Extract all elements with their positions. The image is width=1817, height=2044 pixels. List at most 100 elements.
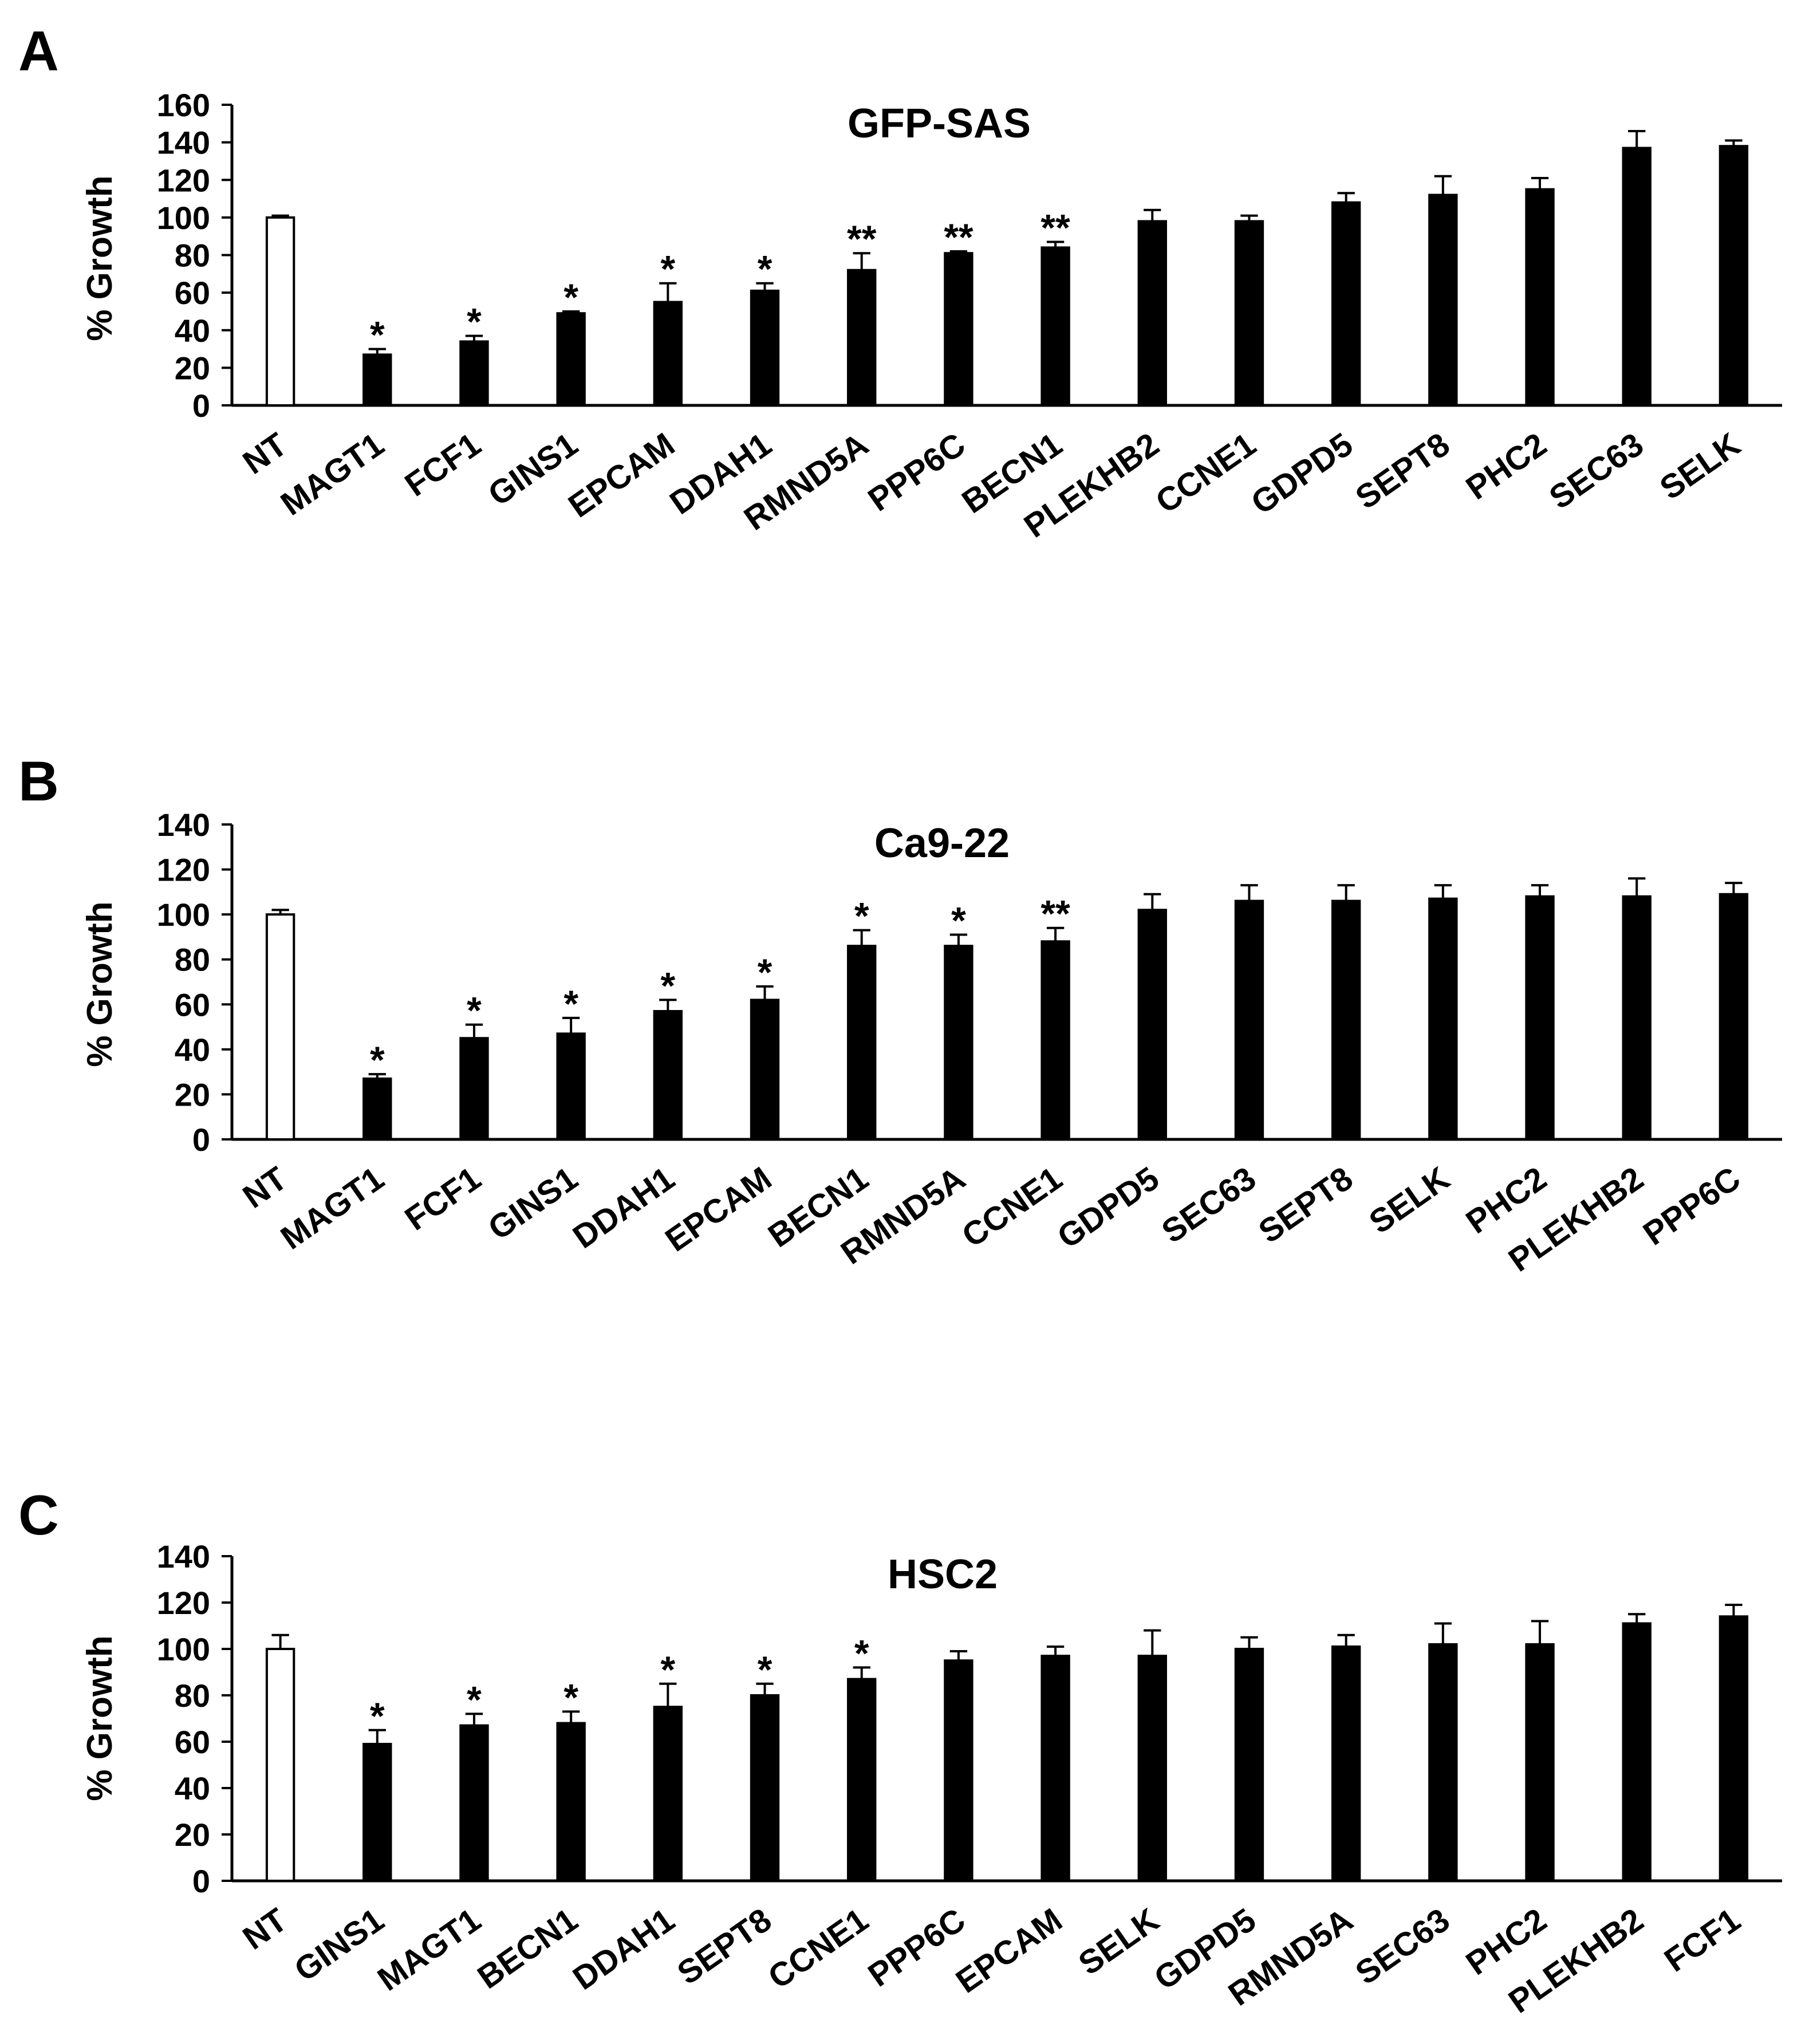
panel-b-y-tick-label: 80 [175, 942, 210, 978]
panel-b-significance-marker: * [370, 1039, 385, 1081]
panel-c-y-tick-label: 20 [175, 1817, 210, 1853]
panel-c-significance-marker: * [758, 1648, 772, 1691]
panel-a-significance-marker: ** [944, 216, 973, 258]
panel-a-bar-sept8 [1428, 194, 1458, 407]
panel-a-bar-phc2 [1525, 188, 1555, 407]
panel-b-bar-sec63 [1234, 899, 1264, 1141]
panel-a-y-tick-label: 120 [157, 162, 210, 198]
panel-a-significance-marker: * [563, 276, 578, 318]
panel-c-bar-gins1 [362, 1743, 392, 1883]
panel-a-y-tick-label: 20 [175, 350, 210, 386]
panel-b-bar-ddah1 [653, 1010, 683, 1141]
panel-b-bar-fcf1 [459, 1037, 489, 1141]
panel-a-bar-sec63 [1622, 147, 1652, 407]
panel-a-bar-ppp6c [944, 252, 973, 407]
panel-b-bar-selk [1428, 897, 1458, 1141]
panel-b-y-tick-label: 140 [157, 807, 210, 843]
panel-b-bar-becn1 [847, 945, 877, 1141]
panel-b-bar-plekhb2 [1622, 895, 1652, 1141]
panel-a-bar-gins1 [556, 312, 586, 407]
panel-a-y-tick-label: 0 [192, 388, 210, 424]
panel-c-significance-marker: * [661, 1648, 676, 1691]
panel-a-bar-rmnd5a [847, 269, 877, 407]
panel-c-y-tick-label: 140 [157, 1538, 210, 1575]
panel-c-y-tick-label: 80 [175, 1678, 210, 1714]
panel-c-bar-rmnd5a [1331, 1645, 1361, 1882]
panel-b-y-tick-label: 100 [157, 897, 210, 933]
panel-b-significance-marker: * [563, 982, 578, 1025]
panel-a-bar-becn1 [1040, 246, 1070, 407]
panel-c-bar-phc2 [1525, 1643, 1555, 1882]
panel-b-significance-marker: * [854, 895, 869, 937]
panel-b-bar-magt1 [362, 1077, 392, 1141]
panel-c-y-tick-label: 120 [157, 1585, 210, 1621]
panel-b-significance-marker: * [758, 951, 772, 993]
panel-a-bar-ddah1 [750, 289, 780, 407]
panel-c-y-tick-label: 60 [175, 1724, 210, 1760]
panel-a-significance-marker: ** [847, 218, 877, 260]
panel-c-bar-sept8 [750, 1694, 780, 1882]
panel-b-significance-marker: * [951, 899, 966, 942]
panel-a-y-tick-label: 80 [175, 238, 210, 274]
panel-b-y-tick-label: 120 [157, 852, 210, 888]
panel-c-bar-selk [1137, 1655, 1167, 1882]
panel-b-bar-epcam [750, 999, 780, 1141]
panel-a-significance-marker: * [758, 248, 772, 290]
panel-a-y-tick-label: 140 [157, 125, 210, 161]
panel-b-y-tick-label: 40 [175, 1032, 210, 1068]
panel-b-bar-rmnd5a [944, 945, 973, 1141]
panel-c-y-tick-label: 100 [157, 1631, 210, 1667]
panel-b-bar-ccne1 [1040, 940, 1070, 1141]
panel-a-y-tick-label: 100 [157, 200, 210, 236]
panel-c-significance-marker: * [370, 1695, 385, 1737]
panel-c-bar-magt1 [459, 1724, 489, 1882]
panel-c-bar-ppp6c [944, 1659, 973, 1882]
panel-b-y-tick-label: 60 [175, 987, 210, 1023]
panel-b-significance-marker: ** [1040, 893, 1070, 935]
panel-b-bar-gins1 [556, 1032, 586, 1141]
panel-c-bar-fcf1 [1719, 1615, 1749, 1883]
panel-a-significance-marker: * [661, 248, 676, 290]
panel-c-bar-plekhb2 [1622, 1622, 1652, 1882]
panel-a-significance-marker: * [370, 314, 385, 356]
panel-b-title: Ca9-22 [874, 820, 1010, 866]
panel-c-bar-becn1 [556, 1722, 586, 1883]
panel-b-bar-ppp6c [1719, 893, 1749, 1141]
panel-c-bar-ddah1 [653, 1706, 683, 1882]
panel-a-bar-fcf1 [459, 340, 489, 407]
panel-a-bar-selk [1719, 145, 1749, 407]
panel-a-significance-marker: ** [1040, 207, 1070, 249]
panel-c-title: HSC2 [888, 1552, 998, 1597]
panel-a-bar-magt1 [362, 353, 392, 407]
panel-a-y-tick-label: 60 [175, 275, 210, 311]
panel-c-significance-marker: * [467, 1678, 482, 1721]
panel-a-letter: A [18, 19, 59, 82]
panel-a-bar-ccne1 [1234, 220, 1264, 407]
panel-c-significance-marker: * [563, 1676, 578, 1718]
panel-b-bar-sept8 [1331, 899, 1361, 1141]
panel-a-significance-marker: * [467, 301, 482, 343]
panel-b-y-axis-label: % Growth [80, 901, 120, 1067]
panel-b-significance-marker: * [661, 964, 676, 1007]
panel-a-bar-gdpd5 [1331, 201, 1361, 407]
panel-c-bar-epcam [1040, 1655, 1070, 1882]
panel-b-bar-nt [265, 913, 295, 1141]
panel-b-bar-gdpd5 [1137, 909, 1167, 1141]
panel-c-significance-marker: * [854, 1632, 869, 1674]
panel-c-bar-nt [265, 1648, 295, 1882]
panel-b-significance-marker: * [467, 989, 482, 1032]
panel-a-y-tick-label: 40 [175, 313, 210, 349]
panel-b-y-tick-label: 0 [192, 1122, 210, 1158]
panel-a-bar-plekhb2 [1137, 220, 1167, 407]
panel-c-y-tick-label: 40 [175, 1770, 210, 1806]
panel-a-y-axis-label: % Growth [80, 175, 120, 341]
panel-c-bar-sec63 [1428, 1643, 1458, 1882]
panel-b-y-tick-label: 20 [175, 1076, 210, 1112]
panel-b-bar-phc2 [1525, 895, 1555, 1141]
panel-c-y-tick-label: 0 [192, 1863, 210, 1899]
panel-c-bar-ccne1 [847, 1678, 877, 1882]
panel-c-bar-gdpd5 [1234, 1648, 1264, 1882]
panel-c-letter: C [18, 1483, 59, 1546]
panel-a-bar-epcam [653, 301, 683, 407]
